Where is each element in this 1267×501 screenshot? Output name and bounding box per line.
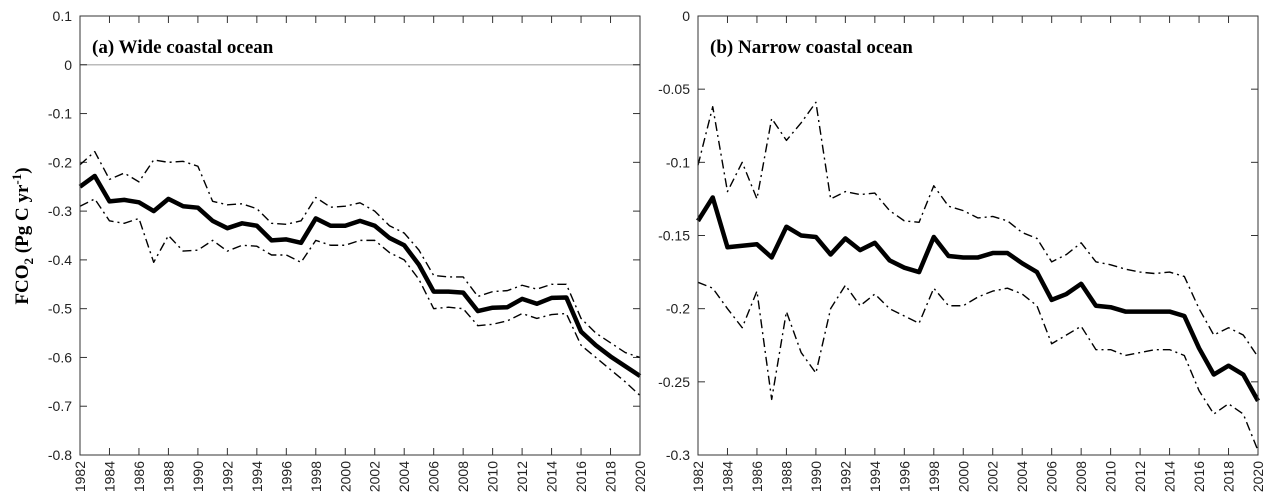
x-tick-label: 1998 — [308, 461, 324, 492]
x-tick-label: 2014 — [1162, 461, 1178, 492]
plot-frame — [79, 15, 641, 456]
x-tick-label: 1992 — [219, 461, 235, 492]
y-tick-label: -0.7 — [48, 398, 72, 414]
x-tick-label: 1994 — [867, 461, 883, 492]
y-tick-label: -0.2 — [48, 154, 72, 170]
x-tick-label: 1988 — [160, 461, 176, 492]
x-tick-label: 2006 — [426, 461, 442, 492]
x-tick-label: 2010 — [1103, 461, 1119, 492]
x-tick-label: 2012 — [1132, 461, 1148, 492]
range-line — [697, 101, 1259, 358]
x-tick-label: 2006 — [1044, 461, 1060, 492]
y-tick-label: -0.3 — [666, 447, 690, 463]
y-tick-label: -0.3 — [48, 203, 72, 219]
plot-frame — [697, 15, 1259, 456]
x-tick-label: 2016 — [1191, 461, 1207, 492]
y-tick-label: 0 — [682, 8, 690, 24]
x-tick-label: 1998 — [926, 461, 942, 492]
x-tick-label: 1996 — [896, 461, 912, 492]
mean-line — [78, 173, 642, 378]
x-tick-label: 1984 — [719, 461, 735, 492]
x-tick-label: 2008 — [1073, 461, 1089, 492]
x-tick-label: 2016 — [573, 461, 589, 492]
y-tick-label: 0 — [64, 57, 72, 73]
x-tick-label: 1990 — [808, 461, 824, 492]
x-tick-label: 2014 — [544, 461, 560, 492]
range-line — [79, 150, 641, 359]
x-tick-label: 2004 — [1014, 461, 1030, 492]
range-line — [697, 281, 1259, 451]
x-tick-label: 1988 — [778, 461, 794, 492]
x-tick-label: 2000 — [955, 461, 971, 492]
x-tick-label: 1986 — [749, 461, 765, 492]
y-tick-label: -0.1 — [666, 154, 690, 170]
panel-title: (a) Wide coastal ocean — [92, 37, 274, 58]
y-label-sup: -1 — [9, 174, 24, 185]
x-tick-label: 2004 — [396, 461, 412, 492]
y-tick-label: 0.1 — [53, 8, 73, 24]
x-tick-label: 2020 — [1250, 461, 1266, 492]
x-tick-label: 2008 — [455, 461, 471, 492]
y-tick-label: -0.6 — [48, 349, 72, 365]
y-tick-label: -0.4 — [48, 252, 72, 268]
x-tick-label: 2018 — [1221, 461, 1237, 492]
range-line — [79, 198, 641, 397]
x-tick-label: 1984 — [101, 461, 117, 492]
x-tick-label: 1996 — [278, 461, 294, 492]
y-tick-label: -0.25 — [658, 374, 690, 390]
x-tick-label: 2010 — [485, 461, 501, 492]
x-tick-label: 2002 — [985, 461, 1001, 492]
x-tick-label: 2000 — [337, 461, 353, 492]
y-tick-label: -0.05 — [658, 81, 690, 97]
panel-title: (b) Narrow coastal ocean — [710, 37, 913, 58]
mean-line — [696, 195, 1260, 402]
y-tick-label: -0.1 — [48, 106, 72, 122]
y-tick-label: -0.5 — [48, 301, 72, 317]
x-tick-label: 1990 — [190, 461, 206, 492]
x-tick-label: 2018 — [603, 461, 619, 492]
y-label-part: FCO — [12, 264, 33, 304]
x-tick-label: 2020 — [632, 461, 648, 492]
y-tick-label: -0.15 — [658, 228, 690, 244]
x-tick-label: 1994 — [249, 461, 265, 492]
y-tick-label: -0.2 — [666, 301, 690, 317]
y-axis-label: FCO2 (Pg C yr-1) — [9, 167, 36, 304]
y-label-sub: 2 — [21, 258, 36, 265]
y-tick-label: -0.8 — [48, 447, 72, 463]
y-label-part: (Pg C yr — [12, 184, 33, 258]
x-tick-label: 1992 — [837, 461, 853, 492]
x-tick-label: 1982 — [72, 461, 88, 492]
y-label-part: ) — [12, 167, 33, 173]
x-tick-label: 2002 — [367, 461, 383, 492]
x-tick-label: 2012 — [514, 461, 530, 492]
x-tick-label: 1982 — [690, 461, 706, 492]
x-tick-label: 1986 — [131, 461, 147, 492]
